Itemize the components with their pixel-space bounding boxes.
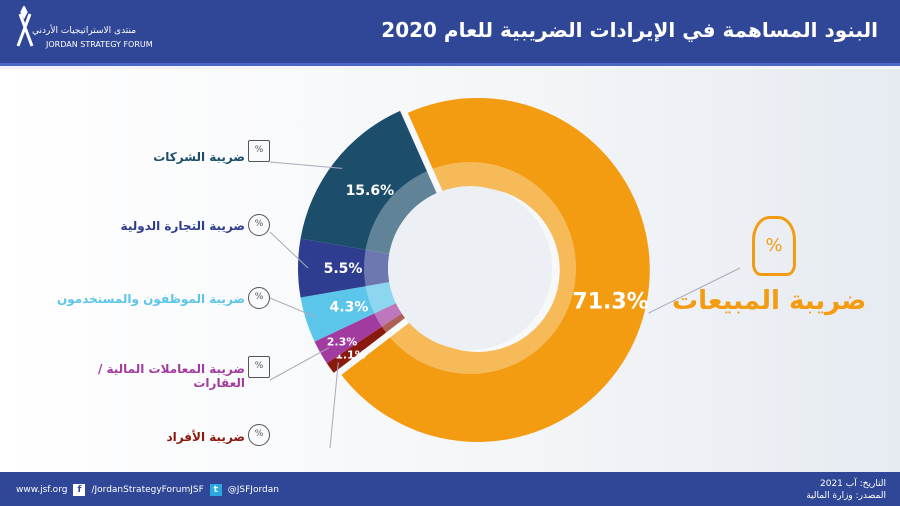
legend-label-employees: ضريبة الموظفون والمستخدمون bbox=[57, 292, 245, 306]
slice-individuals bbox=[326, 313, 406, 373]
data-label-trade: 5.5% bbox=[324, 261, 363, 277]
logo-emblem-icon bbox=[16, 6, 34, 47]
facebook-link[interactable]: /JordanStrategyForumJSF bbox=[91, 485, 204, 495]
footer: www.jsf.org f /JordanStrategyForumJSF t … bbox=[0, 472, 900, 506]
data-label-sales: 71.3% bbox=[572, 290, 648, 315]
hand-percent-icon: % bbox=[248, 287, 270, 309]
data-label-companies: 15.6% bbox=[346, 183, 395, 199]
logo-english: JORDAN STRATEGY FORUM bbox=[46, 40, 153, 49]
legend-label-individuals: ضريبة الأفراد bbox=[166, 430, 245, 444]
leader-line-financial bbox=[269, 347, 330, 381]
source-text: المصدر: وزارة المالية bbox=[806, 491, 886, 501]
twitter-icon: t bbox=[209, 484, 222, 496]
donut-hole bbox=[388, 186, 552, 350]
leader-line-trade bbox=[269, 231, 309, 269]
logo-arabic: منتدى الاستراتيجيات الأردني bbox=[32, 26, 137, 36]
leader-line-individuals bbox=[329, 362, 339, 449]
leader-line-sales bbox=[648, 267, 741, 314]
legend-label-companies: ضريبة الشركات bbox=[153, 150, 245, 164]
legend-label-financial: ضريبة المعاملات المالية / العقارات bbox=[97, 362, 245, 390]
slice-companies bbox=[300, 110, 437, 254]
trade-cycle-icon: % bbox=[248, 214, 270, 236]
building-icon: % bbox=[248, 140, 270, 162]
slice-financial bbox=[314, 303, 402, 364]
twitter-link[interactable]: @JSFJordan bbox=[227, 485, 279, 495]
slice-trade bbox=[298, 238, 390, 298]
data-label-employees: 4.3% bbox=[330, 299, 369, 315]
inner-ring bbox=[364, 162, 576, 374]
page-title: البنود المساهمة في الإيرادات الضريبية لل… bbox=[381, 18, 878, 42]
leader-line-companies bbox=[269, 161, 343, 169]
header: منتدى الاستراتيجيات الأردني JORDAN STRAT… bbox=[0, 0, 900, 66]
facebook-icon: f bbox=[73, 484, 86, 496]
person-percent-icon: % bbox=[248, 424, 270, 446]
legend-label-sales: ضريبة المبيعات bbox=[672, 286, 867, 316]
slice-employees bbox=[300, 282, 396, 342]
date-text: التاريخ: آب 2021 bbox=[820, 479, 886, 489]
leader-line-employees bbox=[269, 297, 316, 318]
legend-label-trade: ضريبة التجارة الدولية bbox=[120, 219, 245, 233]
data-label-financial: 2.3% bbox=[327, 335, 358, 348]
slice-sales bbox=[341, 97, 650, 442]
document-icon: % bbox=[248, 356, 270, 378]
jsf-logo bbox=[10, 6, 170, 58]
website-link[interactable]: www.jsf.org bbox=[16, 485, 68, 495]
money-bag-icon: % bbox=[752, 216, 796, 276]
